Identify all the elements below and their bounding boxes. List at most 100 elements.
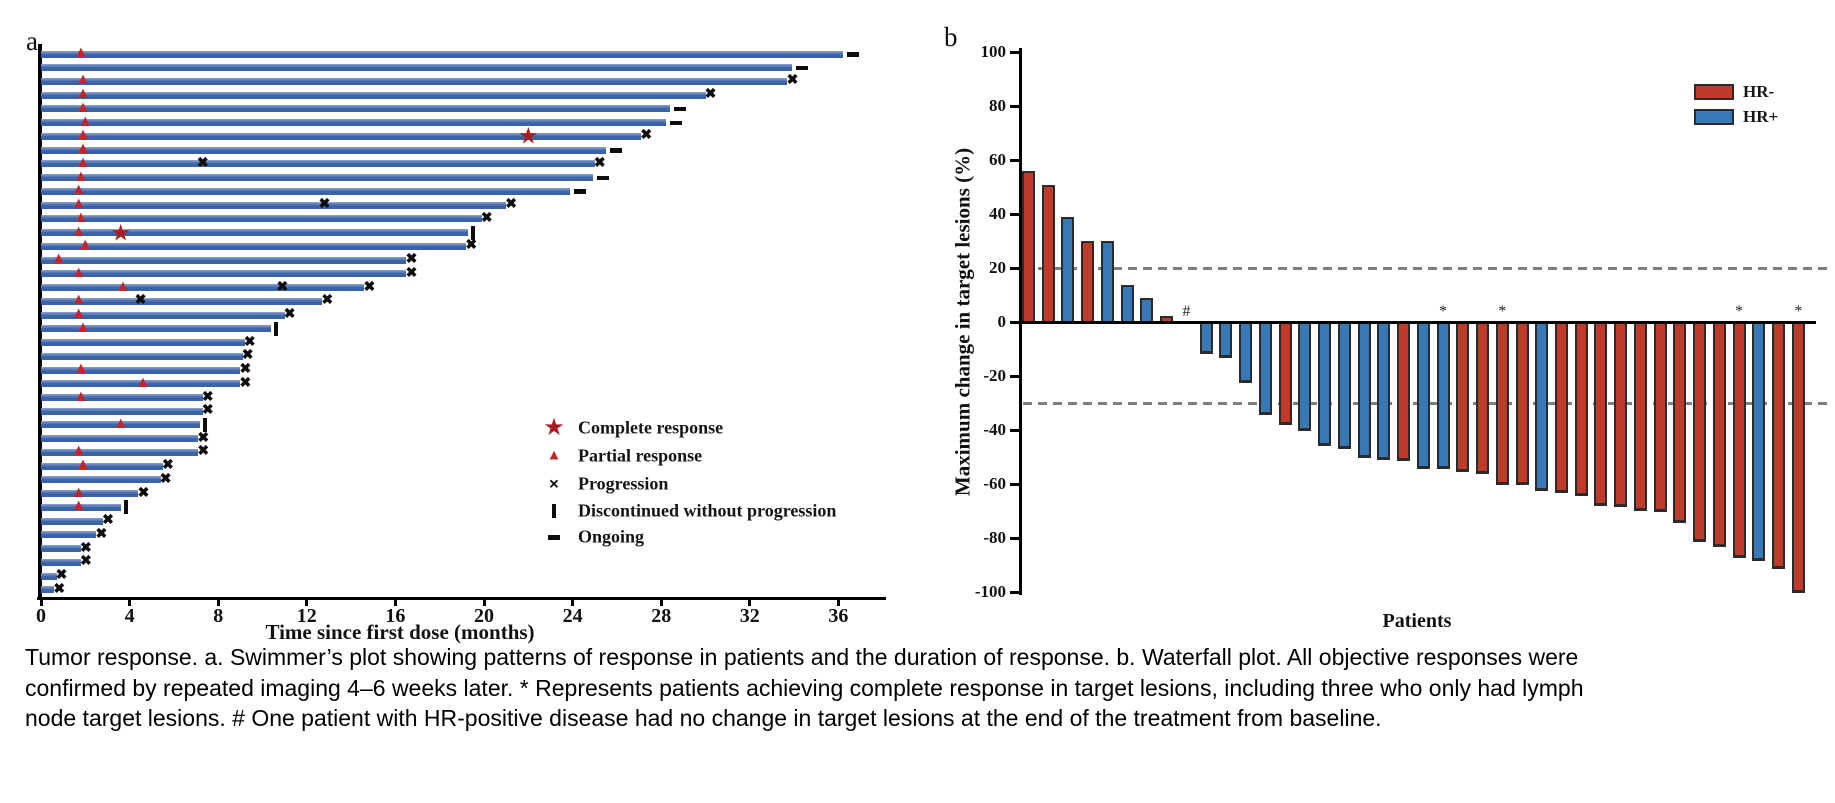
swimmer-bar [41,366,241,374]
partial-response-icon: ▲ [70,181,87,199]
waterfall-bar [1495,321,1509,486]
progression-icon: ✖ [243,334,256,350]
swimmer-bar [41,50,843,58]
swimmer-bar [41,476,161,484]
waterfall-y-tick-label: 0 [997,312,1007,332]
partial-response-icon: ▲ [72,44,89,61]
ongoing-icon [795,65,808,71]
swimmer-x-axis [37,597,886,600]
swimmer-x-tick [39,597,43,606]
waterfall-y-tick [1010,537,1019,540]
waterfall-bar [1476,321,1490,475]
progression-icon: ✖ [276,279,289,295]
ongoing-icon [674,106,687,112]
waterfall-bar [1535,321,1549,491]
progression-icon: ✖ [405,252,418,268]
waterfall-bar [1752,321,1766,561]
waterfall-bar [1633,321,1647,511]
swimmer-bar [41,325,272,333]
waterfall-y-tick [1010,483,1019,486]
progression-icon: ✖ [201,389,214,405]
waterfall-bar [1772,321,1786,569]
waterfall-y-tick-label: -40 [983,420,1006,440]
partial-response-icon: ▲ [77,112,94,130]
waterfall-bar [1100,241,1114,325]
progression-icon: ✖ [786,73,799,89]
progression-icon: ✖ [321,293,334,309]
progression-icon: ✖ [505,197,518,213]
swimmer-x-tick-label: 4 [124,605,135,627]
discontinued-icon [471,225,476,240]
swimmer-x-tick [305,597,309,606]
swimmer-bar [41,421,201,429]
swimmer-x-tick-label: 24 [562,605,583,627]
legend-label: HR- [1743,82,1775,101]
progression-icon: ✖ [363,279,376,295]
swimmer-x-tick-label: 12 [296,605,317,627]
discontinued-icon [123,500,128,515]
partial-response-icon: ▲ [70,263,87,281]
partial-response-icon: ▲ [70,442,87,460]
progression-icon: ✖ [197,444,210,460]
partial-response-icon: ▲ [134,373,151,391]
partial-response-icon: ▲ [50,250,67,268]
discontinued-icon [274,321,279,336]
partial-response-icon: ▲ [70,483,87,501]
swimmer-bar [41,545,81,553]
partial-response-icon: ▲ [75,140,91,158]
waterfall-bar [1278,321,1292,425]
progression-icon: ✖ [197,430,210,446]
swimmer-bar [41,503,121,511]
waterfall-y-tick-label: -20 [983,366,1006,386]
waterfall-bar [1377,321,1391,460]
progression-icon: ✖ [79,554,92,570]
waterfall-bar [1337,321,1351,449]
progression-icon: ✖ [241,348,254,364]
progression-icon: ✖ [159,471,172,487]
complete-response-asterisk: * [1439,303,1448,321]
partial-response-icon: ▲ [75,318,91,336]
waterfall-y-tick [1010,591,1019,594]
partial-response-icon: ▲ [75,71,91,89]
swimmer-bar [41,572,57,580]
progression-icon: ✖ [134,293,147,309]
waterfall-y-tick-label: -60 [983,474,1006,494]
swimmer-x-tick-label: 36 [828,605,849,627]
waterfall-bar [1140,298,1154,325]
partial-response-icon: ▲ [115,277,131,295]
swimmer-bar [41,339,245,347]
swimmer-bar [41,64,792,72]
ongoing-icon [669,120,682,126]
legend-label: Ongoing [578,526,645,547]
legend-discontinued-icon [552,504,556,518]
waterfall-y-tick-label: -100 [974,582,1006,602]
waterfall-bar [1357,321,1371,459]
progression-icon: ✖ [201,403,214,419]
swimmer-bar [41,311,285,319]
waterfall-y-tick [1010,267,1019,270]
waterfall-bar [1219,321,1233,359]
swimmer-x-axis-title: Time since first dose (months) [265,620,535,644]
swimmer-bar [41,256,407,264]
waterfall-y-tick-label: 40 [989,204,1006,224]
complete-response-asterisk: * [1794,303,1803,321]
partial-response-icon: ▲ [75,98,91,116]
waterfall-bar [1554,321,1568,494]
waterfall-bar [1436,321,1450,470]
swimmer-x-tick [571,597,575,606]
progression-icon: ✖ [53,581,66,597]
swimmer-x-tick-label: 32 [739,605,760,627]
waterfall-bar [1061,217,1075,325]
waterfall-bar [1653,321,1667,513]
legend-hr-negative-swatch [1694,84,1734,100]
waterfall-bar [1298,321,1312,432]
waterfall-bar [1397,321,1411,461]
swimmer-x-tick [659,597,663,606]
partial-response-icon: ▲ [72,167,89,185]
legend-label: HR+ [1743,107,1779,126]
reference-dashed-line [1023,266,1833,271]
progression-icon: ✖ [704,87,717,103]
swimmer-x-tick [482,597,486,606]
swimmer-bar [41,284,365,292]
swimmer-x-tick [128,597,132,606]
